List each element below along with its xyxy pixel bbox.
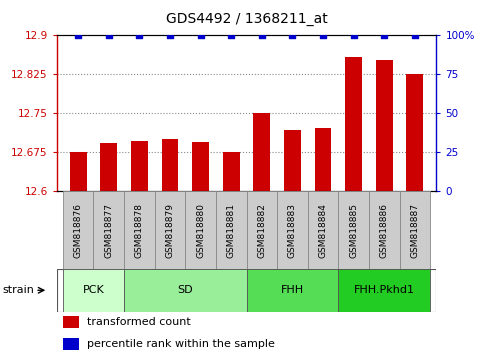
- FancyBboxPatch shape: [185, 191, 216, 269]
- Bar: [253, 113, 270, 191]
- Text: GSM818876: GSM818876: [73, 202, 83, 258]
- Bar: [315, 128, 331, 191]
- FancyBboxPatch shape: [338, 191, 369, 269]
- Text: GSM818883: GSM818883: [288, 202, 297, 258]
- Text: FHH: FHH: [281, 285, 304, 295]
- Bar: [63, 338, 79, 350]
- Text: strain: strain: [3, 285, 35, 295]
- FancyBboxPatch shape: [124, 269, 246, 312]
- Text: GDS4492 / 1368211_at: GDS4492 / 1368211_at: [166, 12, 327, 27]
- Bar: [223, 152, 240, 191]
- Point: [380, 33, 388, 38]
- Text: percentile rank within the sample: percentile rank within the sample: [87, 339, 275, 349]
- Bar: [63, 316, 79, 328]
- FancyBboxPatch shape: [277, 191, 308, 269]
- FancyBboxPatch shape: [246, 191, 277, 269]
- Point: [227, 33, 235, 38]
- FancyBboxPatch shape: [216, 191, 246, 269]
- Bar: [376, 60, 393, 191]
- Point: [136, 33, 143, 38]
- Text: GSM818877: GSM818877: [104, 202, 113, 258]
- Text: GSM818881: GSM818881: [227, 202, 236, 258]
- Text: transformed count: transformed count: [87, 317, 190, 327]
- Bar: [131, 141, 148, 191]
- Bar: [345, 57, 362, 191]
- Point: [288, 33, 296, 38]
- Bar: [70, 152, 87, 191]
- Text: GSM818880: GSM818880: [196, 202, 205, 258]
- Point: [258, 33, 266, 38]
- Text: PCK: PCK: [82, 285, 105, 295]
- Text: GSM818887: GSM818887: [410, 202, 420, 258]
- FancyBboxPatch shape: [124, 191, 155, 269]
- Text: GSM818884: GSM818884: [318, 202, 327, 258]
- Bar: [284, 130, 301, 191]
- Text: SD: SD: [177, 285, 193, 295]
- Point: [105, 33, 113, 38]
- Point: [319, 33, 327, 38]
- FancyBboxPatch shape: [308, 191, 338, 269]
- Bar: [100, 143, 117, 191]
- Text: GSM818885: GSM818885: [349, 202, 358, 258]
- Text: GSM818878: GSM818878: [135, 202, 144, 258]
- Bar: [406, 74, 423, 191]
- Point: [166, 33, 174, 38]
- FancyBboxPatch shape: [155, 191, 185, 269]
- Point: [197, 33, 205, 38]
- FancyBboxPatch shape: [338, 269, 430, 312]
- Text: GSM818879: GSM818879: [166, 202, 175, 258]
- Text: GSM818886: GSM818886: [380, 202, 389, 258]
- Bar: [162, 139, 178, 191]
- FancyBboxPatch shape: [63, 269, 124, 312]
- Point: [74, 33, 82, 38]
- Text: FHH.Pkhd1: FHH.Pkhd1: [354, 285, 415, 295]
- FancyBboxPatch shape: [63, 191, 94, 269]
- Point: [350, 33, 357, 38]
- FancyBboxPatch shape: [399, 191, 430, 269]
- Bar: [192, 142, 209, 191]
- FancyBboxPatch shape: [94, 191, 124, 269]
- FancyBboxPatch shape: [246, 269, 338, 312]
- Point: [411, 33, 419, 38]
- Text: GSM818882: GSM818882: [257, 202, 266, 258]
- FancyBboxPatch shape: [369, 191, 399, 269]
